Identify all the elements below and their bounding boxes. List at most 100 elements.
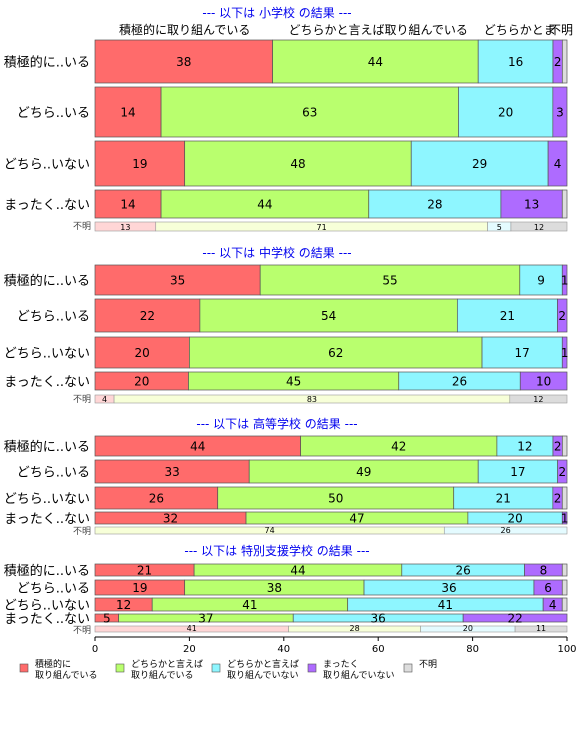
category-label: まったく..ない [4,612,90,627]
data-label: 50 [328,492,343,506]
category-label: どちら..いる [17,582,90,597]
data-label: 2 [554,492,562,506]
data-label: 4 [549,598,557,612]
category-label: まったく..ない [4,198,90,213]
category-label: まったく..ない [4,375,90,390]
x-tick-label: 80 [466,644,479,655]
data-label: 26 [452,375,467,389]
bar-segment [458,86,554,138]
missing-value: 28 [350,624,360,633]
data-label: 26 [456,564,471,578]
bar-segment [160,189,370,219]
bar-segment [561,511,568,525]
bar-segment [561,597,568,612]
data-label: 21 [500,309,515,323]
data-label: 4 [554,157,562,171]
data-label: 36 [441,581,456,595]
data-label: 21 [496,492,511,506]
bar-segment [189,336,483,369]
missing-value: 5 [497,223,502,232]
data-label: 19 [132,581,147,595]
data-label: 35 [170,274,185,288]
legend-swatch [211,663,221,673]
missing-value: 4 [102,395,107,404]
bar-segment [462,613,568,623]
data-label: 37 [198,612,213,626]
missing-segment [443,526,568,535]
data-label: 13 [524,198,539,212]
data-label: 47 [349,512,364,526]
data-label: 48 [290,157,305,171]
data-label: 22 [507,612,522,626]
bar-segment [561,189,568,219]
missing-value: 11 [536,624,546,633]
missing-value: 83 [307,395,317,404]
bar-segment [94,39,273,84]
data-label: 1 [561,512,569,526]
panel-title: --- 以下は 特別支援学校 の結果 --- [184,543,369,558]
category-label: どちら..いる [17,466,90,481]
missing-value: 20 [463,624,473,633]
legend-label: 取り組んでいない [323,669,395,681]
bar-segment [272,39,479,84]
data-label: 19 [132,157,147,171]
bar-segment [561,486,568,510]
data-label: 10 [536,375,551,389]
data-label: 21 [137,564,152,578]
data-label: 1 [561,346,569,360]
bar-segment [368,189,502,219]
bar-segment [561,336,568,369]
data-label: 2 [558,309,566,323]
data-label: 45 [286,375,301,389]
legend-swatch [115,663,125,673]
legend-label: 取り組んでいる [35,669,98,681]
legend-label: どちらかと言えば [131,658,203,670]
data-label: 44 [368,55,383,69]
missing-value: 12 [534,223,544,232]
bar-segment [259,264,521,296]
bar-segment [500,189,563,219]
legend-swatch [403,663,413,673]
x-tick-label: 20 [183,644,196,655]
missing-value: 26 [501,526,511,535]
category-label: どちら..いる [17,310,90,325]
bar-segment [561,563,568,577]
legend-label: まったく [323,659,359,670]
panel-title: --- 以下は 小学校 の結果 --- [202,5,351,20]
missing-segment [509,394,568,404]
data-label: 20 [498,106,513,120]
data-label: 20 [135,346,150,360]
data-label: 44 [290,564,305,578]
data-label: 38 [176,55,191,69]
category-label: 積極的に..いる [4,439,90,455]
legend-label: 取り組んでいない [227,669,299,681]
data-label: 20 [507,512,522,526]
data-label: 2 [554,440,562,454]
bar-segment [561,435,568,457]
data-label: 14 [120,106,135,120]
legend-label: 取り組んでいる [131,669,194,681]
missing-segment [510,221,568,232]
bar-segment [199,298,458,333]
bar-segment [519,264,563,296]
data-label: 17 [515,346,530,360]
panel-title: --- 以下は 中学校 の結果 --- [202,245,351,260]
category-label: どちら..いる [17,106,90,121]
missing-value: 41 [187,624,197,633]
data-label: 62 [328,346,343,360]
bar-segment [456,298,558,333]
bar-segment [561,39,568,84]
bar-segment [519,371,568,391]
data-label: 38 [267,581,282,595]
category-label: どちら..いない [4,492,90,507]
data-label: 42 [391,440,406,454]
data-label: 41 [242,598,257,612]
missing-label: 不明 [73,526,91,537]
bar-segment [160,86,459,138]
bar-segment [552,86,568,138]
missing-segment [514,625,568,633]
bar-segment [557,459,568,484]
category-label: どちら..いない [4,347,90,362]
category-label: 積極的に..いる [4,273,90,289]
